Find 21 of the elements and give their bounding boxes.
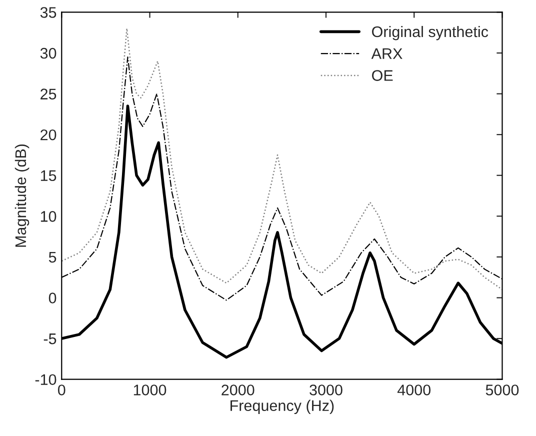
- legend-label: Original synthetic: [372, 26, 488, 40]
- legend-label: OE: [372, 70, 393, 81]
- y-tick-label: 30: [40, 48, 56, 59]
- y-tick-label: 15: [40, 170, 56, 182]
- y-tick-label: 20: [40, 129, 56, 140]
- y-tick-label: 10: [40, 211, 56, 222]
- x-axis-title: Frequency (Hz): [230, 400, 334, 414]
- y-tick-label: 25: [40, 88, 56, 100]
- y-tick-label: -10: [35, 374, 56, 386]
- x-tick-label: 1000: [134, 384, 166, 396]
- x-tick-label: 4000: [397, 384, 431, 396]
- legend-label: ARX: [371, 48, 402, 59]
- y-tick-label: 35: [40, 7, 56, 18]
- x-tick-label: 2000: [222, 384, 254, 396]
- x-tick-label: 3000: [310, 384, 342, 396]
- x-tick-label: 0: [58, 384, 66, 396]
- y-tick-label: 0: [48, 292, 56, 304]
- y-tick-label: -5: [44, 334, 56, 344]
- y-tick-label: 5: [48, 252, 56, 263]
- x-tick-label: 5000: [486, 384, 519, 396]
- y-axis-title: Magnitude (dB): [14, 144, 30, 247]
